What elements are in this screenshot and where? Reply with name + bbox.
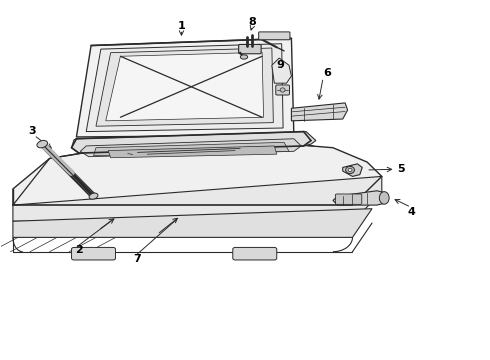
Text: 1: 1: [177, 21, 185, 31]
Ellipse shape: [37, 140, 48, 148]
Polygon shape: [343, 164, 362, 176]
FancyBboxPatch shape: [233, 247, 277, 260]
Text: 7: 7: [134, 254, 142, 264]
Text: 2: 2: [75, 245, 83, 255]
Polygon shape: [108, 146, 277, 158]
FancyBboxPatch shape: [259, 32, 290, 40]
Polygon shape: [94, 142, 289, 156]
Text: 9: 9: [276, 60, 284, 70]
Ellipse shape: [345, 166, 354, 174]
Polygon shape: [333, 191, 384, 205]
Ellipse shape: [379, 192, 389, 204]
Polygon shape: [86, 44, 283, 132]
Ellipse shape: [280, 88, 285, 92]
Polygon shape: [80, 139, 301, 157]
Text: 5: 5: [397, 164, 405, 174]
FancyBboxPatch shape: [335, 194, 362, 204]
Polygon shape: [13, 176, 382, 221]
Ellipse shape: [348, 168, 352, 172]
Polygon shape: [106, 52, 264, 121]
FancyBboxPatch shape: [239, 44, 261, 54]
Text: 8: 8: [248, 17, 256, 27]
Text: 6: 6: [323, 68, 331, 78]
Text: 4: 4: [407, 207, 415, 217]
Polygon shape: [272, 58, 292, 83]
FancyBboxPatch shape: [72, 247, 116, 260]
Polygon shape: [96, 48, 273, 126]
Polygon shape: [13, 209, 372, 237]
Polygon shape: [72, 132, 316, 153]
Polygon shape: [13, 140, 382, 205]
Ellipse shape: [89, 193, 98, 199]
FancyBboxPatch shape: [276, 85, 290, 95]
Ellipse shape: [241, 55, 247, 59]
Text: 3: 3: [28, 126, 36, 135]
Polygon shape: [76, 39, 294, 137]
Polygon shape: [292, 103, 347, 121]
